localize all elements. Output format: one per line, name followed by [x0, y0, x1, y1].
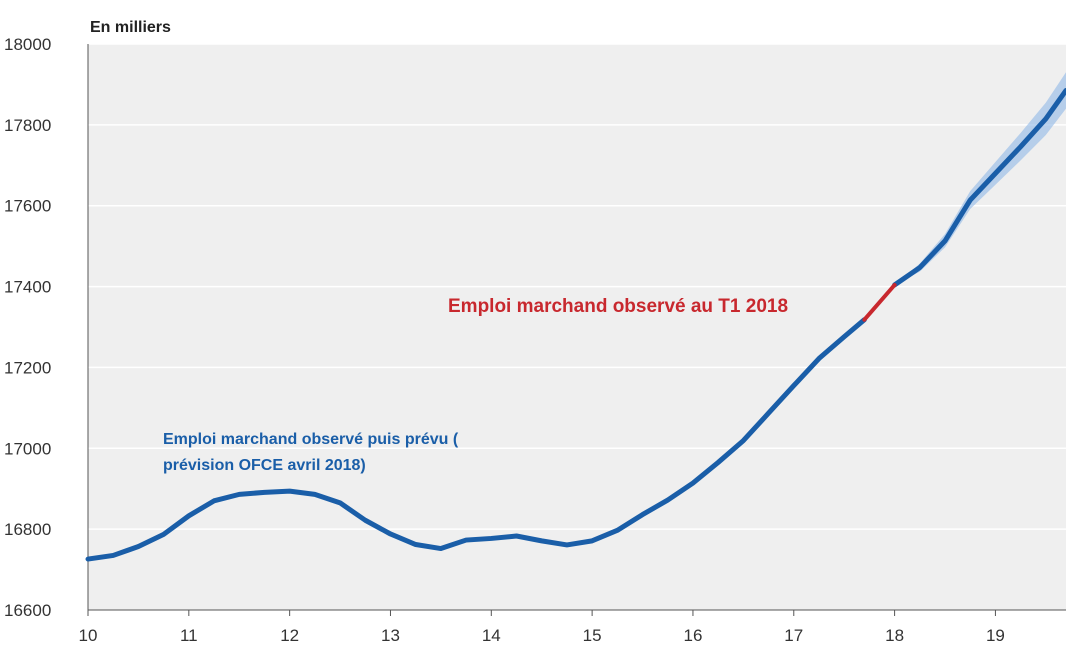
x-tick-labels: 10 11 12 13 14 15 16 17 18 19 — [79, 610, 1005, 645]
x-tick-14: 14 — [482, 626, 501, 645]
x-tick-10: 10 — [79, 626, 98, 645]
y-tick-18000: 18000 — [4, 35, 51, 54]
plot-background — [88, 44, 1066, 610]
annotation-observed-t1: Emploi marchand observé au T1 2018 — [448, 296, 788, 317]
x-tick-15: 15 — [583, 626, 602, 645]
series-forecast-line — [892, 87, 1066, 288]
y-tick-16800: 16800 — [4, 520, 51, 539]
y-tick-17200: 17200 — [4, 358, 51, 377]
y-tick-labels: 16600 16800 17000 17200 17400 17600 17800 18000 — [4, 35, 51, 620]
series-observed-t1-segment — [862, 282, 897, 322]
x-tick-16: 16 — [683, 626, 702, 645]
y-tick-17800: 17800 — [4, 116, 51, 135]
annotation-forecast-line-2: prévision OFCE avril 2018) — [163, 457, 366, 474]
series-observed-line — [85, 317, 867, 562]
gridlines — [88, 43, 1066, 530]
x-tick-12: 12 — [280, 626, 299, 645]
annotation-forecast: Emploi marchand observé puis prévu ( pré… — [163, 431, 463, 474]
series-lines — [85, 87, 1066, 562]
x-tick-17: 17 — [784, 626, 803, 645]
annotation-forecast-line-1: Emploi marchand observé puis prévu ( — [163, 431, 459, 448]
x-tick-19: 19 — [986, 626, 1005, 645]
y-tick-16600: 16600 — [4, 601, 51, 620]
y-tick-17400: 17400 — [4, 278, 51, 297]
y-tick-17600: 17600 — [4, 197, 51, 216]
y-tick-17000: 17000 — [4, 439, 51, 458]
x-tick-11: 11 — [180, 626, 198, 645]
x-tick-18: 18 — [885, 626, 904, 645]
y-unit-label: En milliers — [90, 19, 171, 36]
x-tick-13: 13 — [381, 626, 400, 645]
